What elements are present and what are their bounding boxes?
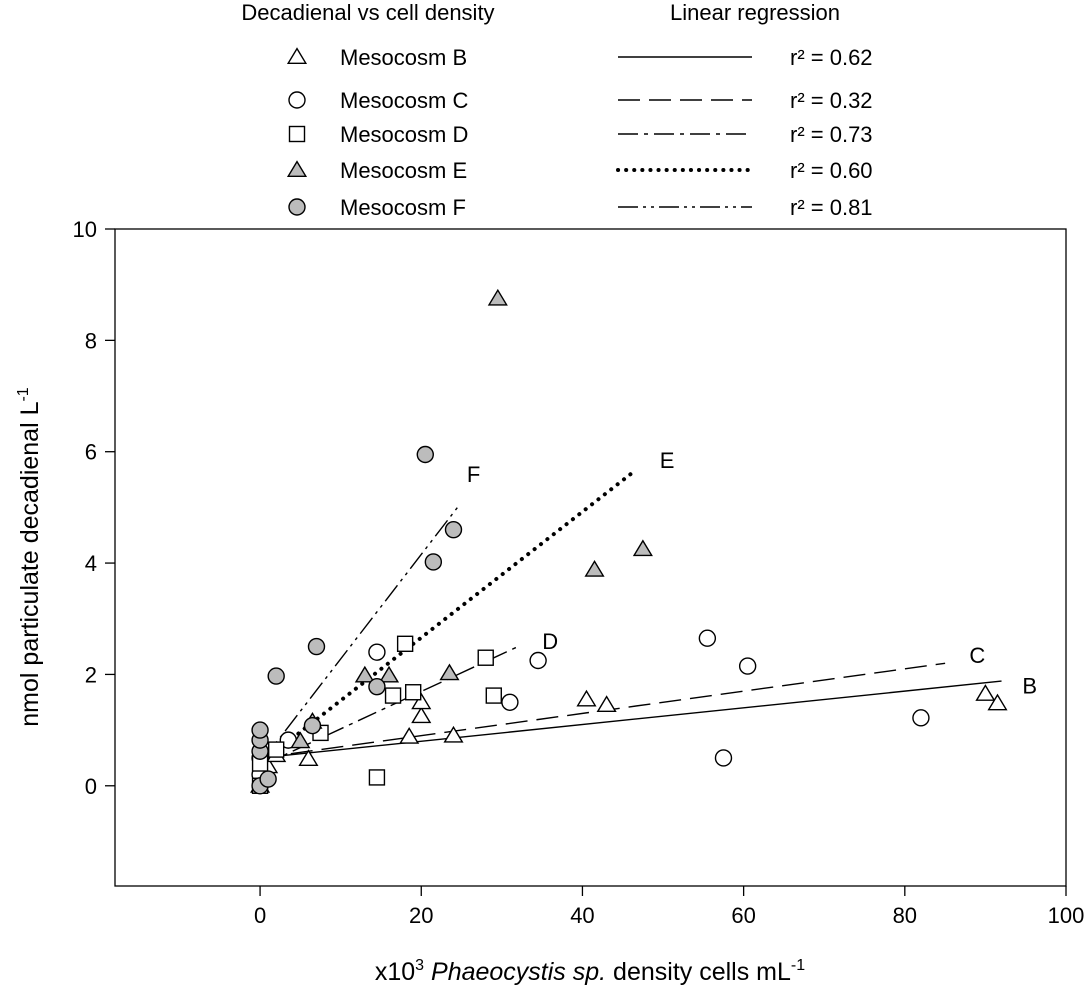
data-point-e xyxy=(290,731,311,749)
legend-title-regression: Linear regression xyxy=(670,0,840,25)
regression-label-b: B xyxy=(1022,674,1037,699)
legend-marker-b xyxy=(286,47,308,64)
legend-marker-d xyxy=(288,125,306,143)
data-point-b xyxy=(411,692,432,710)
x-tick-label: 40 xyxy=(570,903,594,928)
legend-label-d: Mesocosm D xyxy=(340,122,468,147)
data-point-c xyxy=(912,709,930,727)
data-point-c xyxy=(714,749,733,767)
y-tick-label: 0 xyxy=(85,774,97,799)
data-point-e xyxy=(584,559,605,577)
legend-label-c: Mesocosm C xyxy=(340,88,468,113)
data-point-d xyxy=(477,649,494,666)
y-tick-label: 4 xyxy=(85,551,97,576)
data-point-f xyxy=(267,667,285,685)
data-point-b xyxy=(576,689,597,707)
data-point-b xyxy=(411,706,432,724)
legend-r2-d: r² = 0.73 xyxy=(790,122,873,147)
plot-area: 0 20 40 60 80 100 0 2 4 6 8 10 B C D E F xyxy=(73,217,1085,928)
data-point-d xyxy=(404,684,422,701)
x-axis-label-unit-exp: -1 xyxy=(791,957,805,974)
data-point-b xyxy=(987,693,1008,711)
legend-r2-b: r² = 0.62 xyxy=(790,45,873,70)
data-point-b xyxy=(596,695,617,713)
data-point-f xyxy=(368,677,386,696)
y-tick-label: 2 xyxy=(85,662,97,687)
data-point-d xyxy=(485,687,502,704)
data-point-e xyxy=(354,665,375,683)
legend-r2-f: r² = 0.81 xyxy=(790,195,873,220)
x-tick-label: 80 xyxy=(893,903,917,928)
regression-label-c: C xyxy=(969,643,985,668)
regression-label-e: E xyxy=(660,448,675,473)
data-point-c xyxy=(738,657,757,675)
data-point-c xyxy=(501,693,519,711)
data-point-b xyxy=(298,749,319,767)
data-point-c xyxy=(529,651,547,670)
legend-marker-e xyxy=(286,160,308,178)
data-point-e xyxy=(487,288,508,306)
legend-label-b: Mesocosm B xyxy=(340,45,467,70)
legend-marker-c xyxy=(288,91,306,109)
legend-r2-e: r² = 0.60 xyxy=(790,158,873,183)
y-tick-label: 8 xyxy=(85,328,97,353)
data-point-d xyxy=(368,769,386,786)
data-point-e xyxy=(439,663,460,681)
regression-line-f xyxy=(259,506,459,764)
data-point-c xyxy=(368,643,386,661)
y-axis-label: nmol particulate decadienal L-1 xyxy=(15,387,44,727)
data-point-b xyxy=(975,684,996,701)
y-axis-label-exp: -1 xyxy=(15,387,32,401)
data-point-b xyxy=(443,725,464,743)
plot-frame xyxy=(114,228,1067,887)
data-point-c xyxy=(698,629,717,647)
regression-label-f: F xyxy=(467,462,480,487)
data-point-e xyxy=(632,539,653,557)
x-tick-label: 0 xyxy=(254,903,266,928)
data-point-f xyxy=(303,716,322,735)
x-tick-label: 60 xyxy=(731,903,755,928)
x-tick-label: 20 xyxy=(409,903,433,928)
data-point-b xyxy=(399,727,420,744)
x-axis-label-exp: 3 xyxy=(415,957,424,974)
x-tick-label: 100 xyxy=(1048,903,1085,928)
data-point-d xyxy=(267,741,285,758)
regression-label-d: D xyxy=(542,629,558,654)
y-axis-label-text: nmol particulate decadienal L xyxy=(16,401,44,726)
data-point-f xyxy=(424,553,443,571)
legend: Decadienal vs cell density Linear regres… xyxy=(241,0,872,220)
x-axis-label-suffix: density cells mL xyxy=(606,958,791,986)
data-point-e xyxy=(378,665,400,683)
y-tick-label: 6 xyxy=(85,440,97,465)
legend-r2-c: r² = 0.32 xyxy=(790,88,873,113)
data-point-f xyxy=(251,721,269,739)
data-point-f xyxy=(307,637,326,656)
x-axis-label-prefix: x10 xyxy=(375,958,415,986)
legend-title-scatter: Decadienal vs cell density xyxy=(241,0,494,25)
legend-marker-f xyxy=(288,198,306,216)
data-point-d xyxy=(384,687,402,704)
x-axis-label: x103 Phaeocystis sp. density cells mL-1 xyxy=(375,957,805,986)
legend-label-e: Mesocosm E xyxy=(340,158,467,183)
regression-line-e xyxy=(258,471,633,766)
data-point-d xyxy=(396,635,414,653)
x-axis-label-species: Phaeocystis sp. xyxy=(431,958,606,986)
data-point-f xyxy=(259,770,277,788)
legend-label-f: Mesocosm F xyxy=(340,195,466,220)
data-point-f xyxy=(444,520,463,539)
regression-line-b xyxy=(259,680,1002,759)
y-tick-label: 10 xyxy=(73,217,97,242)
data-point-f xyxy=(416,445,434,464)
